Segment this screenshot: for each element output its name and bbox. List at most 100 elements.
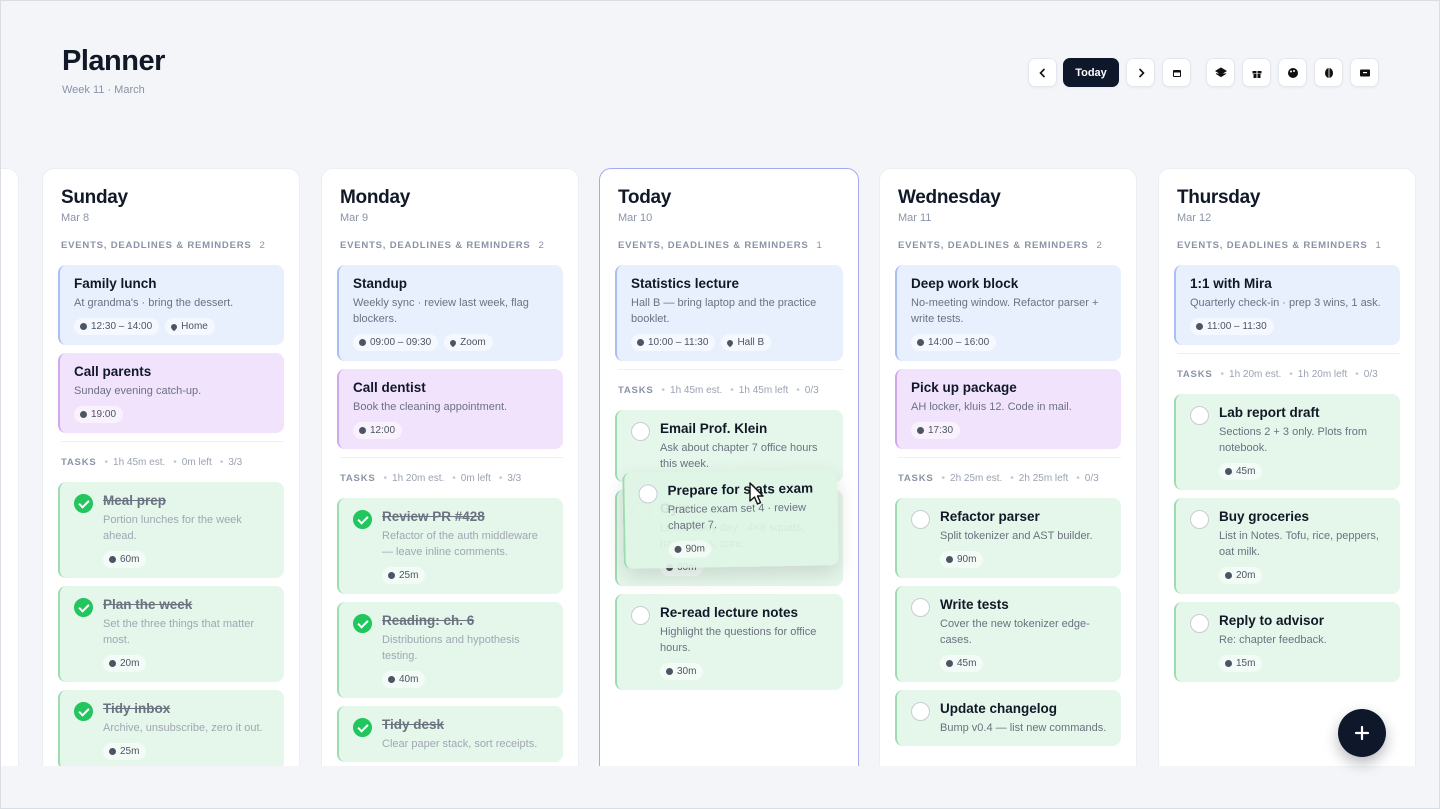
task-desc: Highlight the questions for office hours…: [660, 626, 817, 654]
task-card[interactable]: Update changelog Bump v0.4 — list new com…: [895, 690, 1121, 746]
event-desc: AH locker, kluis 12. Code in mail.: [911, 401, 1072, 413]
chips: 09:00 – 09:30 Zoom: [353, 334, 549, 351]
task-card[interactable]: Re-read lecture notes Highlight the quest…: [615, 594, 843, 690]
event-card[interactable]: Standup Weekly sync · review last week, f…: [337, 265, 563, 361]
chip: 11:00 – 11:30: [1190, 318, 1274, 335]
event-card[interactable]: Deep work block No-meeting window. Refact…: [895, 265, 1121, 361]
add-button[interactable]: [1338, 709, 1386, 757]
task-desc: Cover the new tokenizer edge-cases.: [940, 618, 1090, 646]
events-label: EVENTS, DEADLINES & REMINDERS: [898, 240, 1089, 251]
layers-button[interactable]: [1206, 58, 1235, 87]
checkbox[interactable]: [631, 606, 650, 625]
tasks-header: TASKS 1h 20m est. 0m left 3/3: [340, 457, 563, 484]
task-card[interactable]: Buy groceries List in Notes. Tofu, rice, …: [1174, 498, 1400, 594]
palette-button[interactable]: [1278, 58, 1307, 87]
task-card[interactable]: Reading: ch. 6 Distributions and hypothes…: [337, 602, 563, 698]
chip: 20m: [1219, 567, 1263, 584]
theme-button[interactable]: [1314, 58, 1343, 87]
checkbox[interactable]: [353, 718, 372, 737]
events-header: EVENTS, DEADLINES & REMINDERS 2: [61, 240, 284, 251]
events-header: EVENTS, DEADLINES & REMINDERS 2: [898, 240, 1121, 251]
cursor: [749, 482, 764, 505]
checkbox[interactable]: [353, 614, 372, 633]
clock-icon: [359, 427, 366, 434]
chip: 30m: [660, 663, 704, 680]
chevron-left: [1038, 67, 1045, 78]
day-date: Mar 9: [340, 212, 369, 224]
event-card[interactable]: 1:1 with Mira Quarterly check-in · prep 3…: [1174, 265, 1400, 345]
place-icon: [448, 338, 458, 347]
day-name: Wednesday: [898, 187, 1001, 208]
chip-text: 12:00: [370, 425, 396, 436]
checkbox[interactable]: [353, 510, 372, 529]
tasks-label: TASKS: [1177, 369, 1213, 380]
checkbox[interactable]: [911, 702, 930, 721]
checkbox[interactable]: [631, 422, 650, 441]
chips: 20m: [1219, 567, 1388, 584]
task-card[interactable]: Write tests Cover the new tokenizer edge-…: [895, 586, 1121, 682]
prev-button[interactable]: [1028, 58, 1057, 87]
place-icon: [726, 338, 735, 347]
clock-icon: [917, 427, 924, 434]
task-card[interactable]: Prepare for stats exam Practice exam set …: [622, 469, 839, 569]
chevron-right: [1138, 67, 1145, 78]
next-button[interactable]: [1126, 58, 1155, 87]
task-card[interactable]: Refactor parser Split tokenizer and AST b…: [895, 498, 1121, 578]
today-button[interactable]: Today: [1063, 58, 1119, 87]
archive-button[interactable]: [1350, 58, 1379, 87]
checkbox[interactable]: [638, 484, 658, 504]
clock-icon: [109, 660, 116, 667]
checkbox[interactable]: [911, 510, 930, 529]
clock-icon: [388, 572, 395, 579]
task-card[interactable]: Tidy desk Clear paper stack, sort receipt…: [337, 706, 563, 762]
chips: 12:30 – 14:00 Home: [74, 318, 270, 335]
task-card[interactable]: Tidy inbox Archive, unsubscribe, zero it …: [58, 690, 284, 766]
tasks-label: TASKS: [898, 473, 934, 484]
chips: 25m: [382, 567, 551, 584]
checkbox[interactable]: [1190, 510, 1209, 529]
checkbox[interactable]: [74, 702, 93, 721]
task-card[interactable]: Meal prep Portion lunches for the week ah…: [58, 482, 284, 578]
task-card[interactable]: Lab report draft Sections 2 + 3 only. Plo…: [1174, 394, 1400, 490]
task-title: Refactor parser: [940, 509, 1040, 524]
checkbox[interactable]: [74, 598, 93, 617]
task-title: Tidy inbox: [103, 701, 171, 716]
chip-text: 30m: [677, 666, 697, 677]
task-card[interactable]: Review PR #428 Refactor of the auth middl…: [337, 498, 563, 594]
partial-column: [1, 168, 19, 766]
clock-icon: [359, 339, 366, 346]
chip-text: 60m: [120, 554, 140, 565]
chip-text: 90m: [957, 554, 977, 565]
chip: 10:00 – 11:30: [631, 334, 716, 351]
event-card[interactable]: Call dentist Book the cleaning appointmen…: [337, 369, 563, 449]
chip-text: 90m: [685, 543, 706, 555]
checkbox[interactable]: [911, 598, 930, 617]
event-card[interactable]: Statistics lecture Hall B — bring laptop …: [615, 265, 843, 361]
calendar-button[interactable]: [1162, 58, 1191, 87]
event-title: Pick up package: [911, 380, 1017, 395]
task-card[interactable]: Reply to advisor Re: chapter feedback. 15m: [1174, 602, 1400, 682]
chip-text: 45m: [957, 658, 977, 669]
clock-icon: [1225, 468, 1232, 475]
clock-icon: [946, 660, 953, 667]
checkbox[interactable]: [74, 494, 93, 513]
event-desc: Book the cleaning appointment.: [353, 401, 508, 413]
chip: Home: [165, 318, 215, 335]
event-card[interactable]: Pick up package AH locker, kluis 12. Code…: [895, 369, 1121, 449]
tasks-meta: 0/3: [1355, 369, 1378, 380]
events-label: EVENTS, DEADLINES & REMINDERS: [340, 240, 531, 251]
checkbox[interactable]: [1190, 406, 1209, 425]
task-title: Update changelog: [940, 701, 1058, 716]
gift-button[interactable]: [1242, 58, 1271, 87]
task-card[interactable]: Plan the week Set the three things that m…: [58, 586, 284, 682]
clock-icon: [109, 748, 116, 755]
event-desc: At grandma's · bring the dessert.: [74, 297, 234, 309]
events-count: 2: [259, 240, 265, 251]
event-title: Family lunch: [74, 276, 157, 291]
chips: 30m: [660, 663, 831, 680]
chip: 40m: [382, 671, 426, 688]
day-column: Thursday Mar 12 EVENTS, DEADLINES & REMIND…: [1158, 168, 1416, 766]
event-card[interactable]: Call parents Sunday evening catch-up. 19:0…: [58, 353, 284, 433]
checkbox[interactable]: [1190, 614, 1209, 633]
event-card[interactable]: Family lunch At grandma's · bring the des…: [58, 265, 284, 345]
